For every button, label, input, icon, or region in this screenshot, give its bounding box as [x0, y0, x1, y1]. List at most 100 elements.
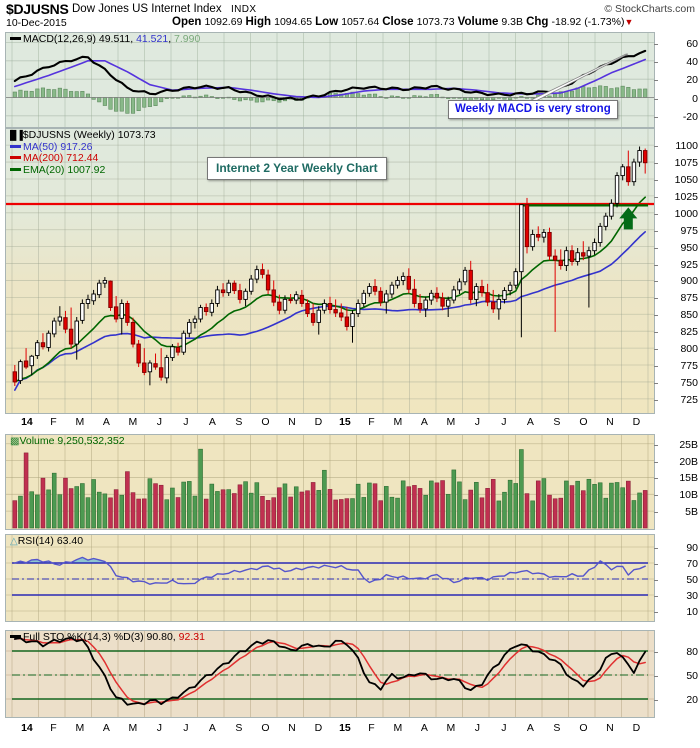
axis-tick-mark [654, 461, 658, 463]
x-axis-label: F [368, 416, 375, 428]
ma50-swatch [10, 144, 21, 148]
macd-legend: MACD(12,26,9) 49.511, 41.521, 7.990 [10, 33, 200, 46]
axis-tick: 5B [685, 506, 698, 519]
x-axis-label: D [632, 722, 641, 734]
price-legend-label: $DJUSNS (Weekly) [22, 129, 115, 141]
ema20-value: 1007.92 [67, 163, 106, 176]
axis-tick-mark [654, 116, 658, 118]
axis-tick-mark [654, 98, 658, 100]
x-axis-label: M [128, 416, 138, 428]
x-axis-label: 15 [339, 722, 351, 734]
axis-tick: 1050 [674, 173, 698, 186]
x-axis-label: M [393, 722, 403, 734]
index-name: Dow Jones US Internet Index [72, 3, 222, 15]
price-y-axis: 1100 1075 1050 1025 1000 975 950 925 900 875 850 82… [654, 129, 700, 413]
rsi-y-axis: 90 70 50 30 10 [654, 535, 700, 621]
chart-title-callout: Internet 2 Year Weekly Chart [207, 157, 387, 180]
x-axis-label: M [75, 416, 85, 428]
axis-tick: 725 [680, 393, 698, 406]
axis-tick: 80 [686, 646, 698, 658]
sto-line-swatch [10, 635, 21, 638]
x-axis-label: J [156, 722, 163, 734]
x-axis-dates-bottom: 14 F M A M J J A S O N D 15 F M A M J J A S O N D [5, 722, 655, 740]
ema20-swatch [10, 167, 21, 171]
axis-tick: 1025 [674, 190, 698, 203]
x-axis-label: M [393, 416, 403, 428]
x-axis-label: 15 [339, 416, 351, 428]
macd-legend-label: MACD(12,26,9) [23, 33, 96, 45]
price-legend-row-ema20: EMA(20) 1007.92 [10, 163, 156, 177]
x-axis-label: D [314, 722, 323, 734]
axis-tick: 750 [680, 376, 698, 389]
stochastic-y-axis: 80 50 20 [654, 631, 700, 717]
x-axis-label: S [553, 416, 561, 428]
x-axis-label: S [235, 416, 243, 428]
axis-tick-mark [654, 315, 658, 317]
axis-tick: 775 [680, 360, 698, 373]
x-axis-label: A [102, 416, 110, 428]
axis-tick: 950 [680, 241, 698, 254]
volume-panel: ▩Volume 9,250,532,352 25B 20B 15B 10B 5B [5, 434, 698, 530]
axis-tick-mark [654, 596, 658, 597]
x-axis-label: A [526, 416, 534, 428]
axis-tick-mark [654, 43, 658, 45]
quote-bar: Open 1092.69 High 1094.65 Low 1057.64 Cl… [172, 16, 633, 28]
ma200-label: MA(200) [23, 152, 64, 164]
axis-tick: 30 [686, 590, 698, 602]
axis-tick-mark [654, 564, 658, 565]
rsi-value: 63.40 [56, 535, 84, 547]
axis-tick-mark [654, 281, 658, 283]
close-value: 1073.73 [416, 16, 455, 28]
axis-tick-mark [654, 366, 658, 368]
x-axis-label: M [75, 722, 85, 734]
rsi-legend-label: RSI(14) [17, 535, 54, 547]
price-last-value: 1073.73 [117, 129, 156, 141]
axis-tick-mark [654, 478, 658, 480]
ticker-symbol: $DJUSNS [6, 1, 69, 17]
axis-tick-mark [654, 399, 658, 401]
x-axis-label: N [288, 722, 296, 734]
axis-tick-mark [654, 512, 658, 514]
axis-tick-mark [654, 349, 658, 351]
x-axis-label: S [235, 722, 243, 734]
axis-tick: 0 [692, 92, 698, 105]
x-axis-label: 14 [21, 722, 33, 734]
axis-tick: 1075 [674, 157, 698, 170]
axis-tick-mark [654, 676, 658, 677]
axis-tick-mark [654, 179, 658, 181]
axis-tick-mark [654, 213, 658, 215]
sto-legend-label: Full STO %K(14,3) %D(3) [23, 631, 144, 643]
x-axis-label: F [50, 722, 57, 734]
axis-tick: 900 [680, 275, 698, 288]
rsi-area-icon: △ [10, 536, 18, 547]
axis-tick-mark [654, 80, 658, 82]
volume-legend: ▩Volume 9,250,532,352 [10, 435, 125, 448]
macd-line-swatch [10, 37, 21, 40]
x-axis-label: A [102, 722, 110, 734]
axis-tick-mark [654, 495, 658, 497]
x-axis-label: J [501, 722, 507, 734]
chart-header: $DJUSNS Dow Jones US Internet Index INDX… [0, 0, 700, 30]
axis-tick-mark [654, 61, 658, 63]
x-axis-label: F [368, 722, 375, 734]
axis-tick: 975 [680, 224, 698, 237]
axis-tick-mark [654, 700, 658, 701]
x-axis-label: O [579, 722, 588, 734]
x-axis-label: O [579, 416, 588, 428]
axis-tick-mark [654, 332, 658, 334]
axis-tick: 20B [679, 455, 698, 468]
high-value: 1094.65 [274, 16, 313, 28]
price-legend-row-symbol: █▐$DJUSNS (Weekly) 1073.73 [10, 129, 156, 142]
x-axis-label: N [288, 416, 296, 428]
change-value: -18.92 (-1.73%) [551, 16, 625, 28]
exchange-label: INDX [231, 4, 257, 15]
volume-legend-label: Volume [19, 435, 55, 447]
x-axis-label: J [183, 722, 189, 734]
axis-tick: 825 [680, 326, 698, 339]
axis-tick: 15B [679, 472, 698, 485]
x-axis-label: D [632, 416, 641, 428]
sto-d-value: 92.31 [178, 631, 205, 643]
low-label: Low [315, 16, 339, 28]
axis-tick: 10B [679, 489, 698, 502]
